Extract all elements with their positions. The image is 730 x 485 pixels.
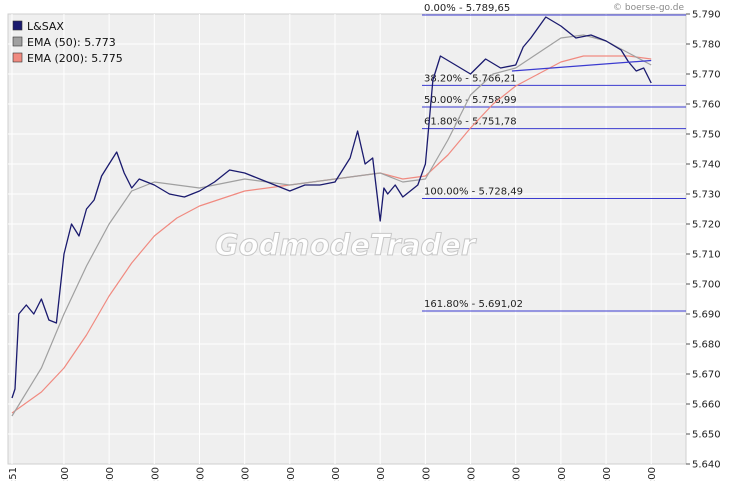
x-tick-label: 07:51 bbox=[8, 467, 19, 481]
x-tick-label: 12:00 bbox=[195, 467, 206, 481]
y-tick-label: 5.640 bbox=[692, 460, 721, 471]
y-axis: 5.640 5.650 5.660 5.670 5.680 5.690 5.700 5.710… bbox=[686, 10, 721, 471]
x-tick-label: 11:00 bbox=[150, 467, 161, 481]
x-tick-label: 22:00 bbox=[647, 467, 658, 481]
source-label: © boerse-go.de bbox=[613, 3, 684, 13]
fibonacci-levels: 0.00% - 5.789,65 38.20% - 5.766,21 50.00% … bbox=[422, 3, 686, 312]
y-tick-label: 5.650 bbox=[692, 430, 721, 441]
series-lines bbox=[11, 16, 652, 417]
legend-ema50-swatch bbox=[12, 36, 23, 47]
watermark: GodmodeTrader bbox=[215, 228, 477, 262]
legend-ema200-label: EMA (200): 5.775 bbox=[27, 52, 123, 65]
y-tick-label: 5.710 bbox=[692, 250, 721, 261]
y-tick-label: 5.740 bbox=[692, 160, 721, 171]
x-tick-label: 13:00 bbox=[241, 467, 252, 481]
y-tick-label: 5.680 bbox=[692, 340, 721, 351]
trend-line bbox=[511, 59, 652, 72]
y-tick-label: 5.670 bbox=[692, 370, 721, 381]
x-tick-label: 18:00 bbox=[467, 467, 478, 481]
y-tick-label: 5.720 bbox=[692, 220, 721, 231]
fib-level-label: 38.20% - 5.766,21 bbox=[424, 73, 517, 84]
x-tick-label: 10:00 bbox=[105, 467, 116, 481]
y-tick-label: 5.770 bbox=[692, 70, 721, 81]
fib-level-label: 50.00% - 5.758,99 bbox=[424, 95, 517, 106]
fib-level-label: 0.00% - 5.789,65 bbox=[424, 3, 510, 14]
x-tick-label: 16:00 bbox=[376, 467, 387, 481]
x-tick-label: 09:00 bbox=[60, 467, 71, 481]
y-tick-label: 5.690 bbox=[692, 310, 721, 321]
y-tick-label: 5.700 bbox=[692, 280, 721, 291]
legend-ema200-swatch bbox=[12, 52, 23, 63]
fib-level-label: 100.00% - 5.728,49 bbox=[424, 187, 523, 198]
y-tick-label: 5.750 bbox=[692, 130, 721, 141]
y-tick-label: 5.780 bbox=[692, 40, 721, 51]
y-tick-label: 5.730 bbox=[692, 190, 721, 201]
series-line-ema50 bbox=[11, 34, 652, 417]
legend-price-swatch bbox=[12, 20, 23, 31]
y-tick-label: 5.660 bbox=[692, 400, 721, 411]
x-tick-label: 19:00 bbox=[512, 467, 523, 481]
fib-level-label: 161.80% - 5.691,02 bbox=[424, 299, 523, 310]
series-line-price bbox=[11, 16, 652, 399]
plot-background bbox=[7, 13, 687, 465]
legend-ema50-label: EMA (50): 5.773 bbox=[27, 36, 116, 49]
x-tick-label: 17:00 bbox=[421, 467, 432, 481]
y-tick-label: 5.760 bbox=[692, 100, 721, 111]
x-tick-label: 20:00 bbox=[557, 467, 568, 481]
y-tick-label: 5.790 bbox=[692, 10, 721, 21]
x-tick-label: 14:00 bbox=[286, 467, 297, 481]
x-tick-label: 21:00 bbox=[602, 467, 613, 481]
legend: L&SAX EMA (50): 5.773 EMA (200): 5.775 bbox=[12, 20, 123, 65]
fib-level-label: 61.80% - 5.751,78 bbox=[424, 117, 517, 128]
x-axis: 07:51 09:00 10:00 11:00 12:00 13:00 14:00 15:00… bbox=[8, 467, 658, 485]
legend-price-label: L&SAX bbox=[27, 20, 64, 33]
x-tick-label: 15:00 bbox=[331, 467, 342, 481]
